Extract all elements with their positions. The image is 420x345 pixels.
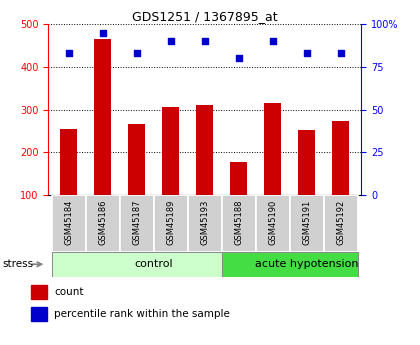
Text: GSM45192: GSM45192 (336, 200, 345, 245)
Text: GSM45186: GSM45186 (98, 199, 107, 245)
Text: GSM45188: GSM45188 (234, 199, 243, 245)
Bar (128, 125, 145, 238)
Bar (94, 39, 111, 238)
Bar (162, 107, 179, 238)
Point (168, 38, 174, 44)
Bar (332, 121, 349, 238)
Bar (222, 252, 358, 277)
Text: stress: stress (2, 259, 33, 269)
Bar (264, 103, 281, 238)
Bar (31, 307, 47, 322)
Bar (86, 195, 120, 252)
Title: GDS1251 / 1367895_at: GDS1251 / 1367895_at (132, 10, 278, 23)
Text: GSM45191: GSM45191 (302, 200, 311, 245)
Bar (298, 130, 315, 238)
Text: percentile rank within the sample: percentile rank within the sample (54, 309, 230, 319)
Point (134, 50, 140, 56)
Point (303, 50, 310, 56)
Bar (290, 195, 324, 252)
Text: GSM45193: GSM45193 (200, 199, 209, 245)
Bar (324, 195, 358, 252)
Text: GSM45187: GSM45187 (132, 199, 141, 245)
Bar (222, 195, 256, 252)
Text: control: control (134, 259, 173, 269)
Point (100, 30, 106, 36)
Bar (52, 252, 222, 277)
Point (269, 38, 276, 44)
Bar (256, 195, 290, 252)
Bar (230, 161, 247, 238)
Point (337, 50, 344, 56)
Bar (120, 195, 154, 252)
Point (202, 38, 208, 44)
Point (66, 50, 72, 56)
Text: GSM45189: GSM45189 (166, 199, 175, 245)
Text: acute hypotension: acute hypotension (255, 259, 359, 269)
Text: GSM45190: GSM45190 (268, 200, 277, 245)
Bar (188, 195, 222, 252)
Bar (52, 195, 86, 252)
Point (235, 56, 242, 61)
Bar (60, 129, 77, 238)
Text: GSM45184: GSM45184 (64, 199, 73, 245)
Bar (154, 195, 188, 252)
Text: count: count (54, 287, 84, 297)
Bar (196, 105, 213, 238)
Bar (31, 285, 47, 299)
